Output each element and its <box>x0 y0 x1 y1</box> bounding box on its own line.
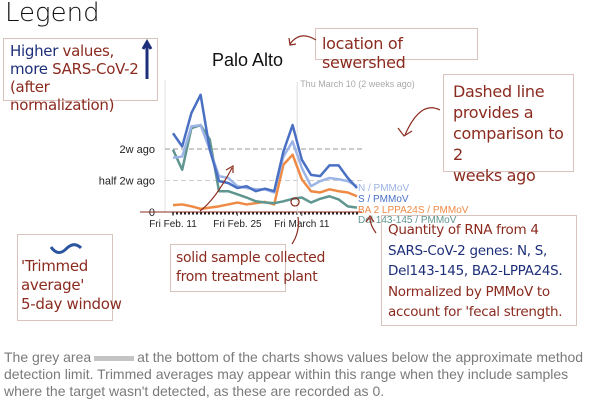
note-text: location of sewershed <box>322 34 406 72</box>
note-text: (after normalization) <box>10 78 115 114</box>
note-text: account for 'fecal strength. <box>388 304 563 320</box>
note-text: more <box>10 60 48 78</box>
note-text: Higher <box>10 42 59 60</box>
chart-title: Palo Alto <box>212 50 284 70</box>
note-text: Dashed line <box>453 82 545 101</box>
x-tick-label: Fri Feb. 11 <box>149 219 197 230</box>
note-text: comparison to 2 <box>453 124 564 164</box>
wave-icon <box>49 243 83 254</box>
reference-date-label: Thu March 10 (2 weeks ago) <box>300 79 415 89</box>
series-line-ba2 <box>172 153 358 211</box>
note-text: provides a <box>453 103 534 122</box>
arrow-to-solid-sample-icon <box>290 197 300 245</box>
series-line-n <box>172 123 358 194</box>
y-tick-label: 2w ago <box>120 144 155 156</box>
location-note: location of sewershed <box>315 28 478 72</box>
bottom-note: The grey area at the bottom of the charts… <box>4 349 604 400</box>
higher-values-note: Higher values, more SARS-CoV-2 (after no… <box>3 38 158 114</box>
note-text: Del143-145, BA2-LPPA24S. <box>388 263 563 279</box>
trimmed-average-note: 'Trimmed average' 5-day window <box>17 234 122 321</box>
note-text: SARS-CoV-2 genes: N, S, <box>388 242 548 259</box>
note-text: from treatment plant <box>176 269 318 285</box>
note-text: at the bottom of the charts shows values… <box>4 349 584 399</box>
arrow-to-series-labels-icon <box>365 214 377 234</box>
note-text: average' <box>21 276 85 294</box>
grey-area-swatch <box>94 355 135 361</box>
x-tick-label: Fri Feb. 25 <box>213 219 262 230</box>
note-text: Quantity of RNA from 4 <box>388 222 539 238</box>
note-text: weeks ago <box>453 166 536 185</box>
note-text: solid sample collected <box>176 250 326 266</box>
series-label: Del 143-145 / PMMoV <box>358 215 457 226</box>
arrow-to-trimmed-line-icon <box>199 164 234 212</box>
arrow-up-icon <box>141 39 153 79</box>
arrow-to-title-icon <box>288 35 317 46</box>
note-text: The grey area <box>4 349 92 365</box>
note-text: 'Trimmed <box>21 257 88 275</box>
arrow-to-dashed-line-icon <box>397 107 441 137</box>
dashed-line-note: Dashed line provides a comparison to 2 w… <box>443 74 574 185</box>
series-line-s <box>171 93 358 193</box>
y-tick-label: 0 <box>149 207 155 219</box>
note-text: SARS-CoV-2 <box>52 60 139 78</box>
series-label: S / PMMoV <box>358 194 409 205</box>
y-tick-label: half 2w ago <box>99 176 155 188</box>
series-label: BA 2 LPPA24S / PMMoV <box>358 205 469 216</box>
legend-title: Legend <box>5 0 100 28</box>
note-text: values, <box>62 42 115 60</box>
solid-sample-note: solid sample collected from treatment pl… <box>170 244 325 292</box>
series-label: N / PMMoV <box>358 183 409 194</box>
quantity-note: Quantity of RNA from 4 SARS-CoV-2 genes:… <box>381 215 577 326</box>
x-tick-label: Fri March 11 <box>274 219 330 230</box>
note-text: Normalized by PMMoV to <box>388 283 550 300</box>
note-text: 5-day window <box>21 295 122 313</box>
